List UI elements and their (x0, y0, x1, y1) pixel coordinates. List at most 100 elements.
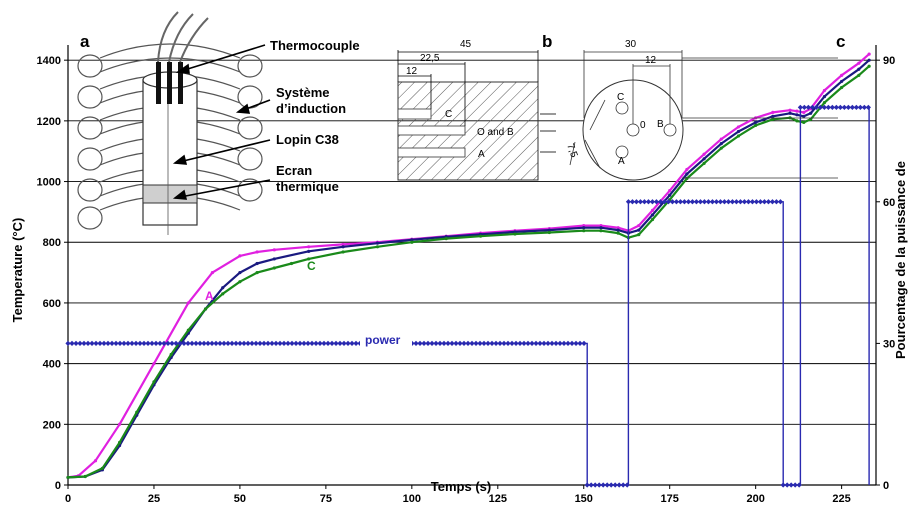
power-marker (437, 340, 443, 346)
y-tick-label: 1000 (37, 177, 61, 189)
power-marker (201, 340, 207, 346)
x-tick-label: 200 (746, 493, 764, 505)
data-point-o (637, 228, 641, 232)
power-marker (413, 340, 419, 346)
power-marker (624, 482, 630, 488)
data-point-c (840, 85, 844, 90)
data-point-c (795, 119, 799, 123)
power-marker (845, 104, 851, 110)
power-marker (693, 199, 700, 205)
power-marker (809, 104, 815, 110)
data-point-a (685, 167, 689, 172)
power-marker (765, 199, 772, 205)
y2-tick-label: 0 (883, 480, 889, 492)
power-marker (77, 340, 83, 346)
data-point-c (685, 176, 689, 181)
power-marker (545, 340, 551, 346)
y2-tick-label: 60 (883, 197, 895, 209)
power-marker (177, 340, 183, 346)
power-marker (561, 340, 567, 346)
power-marker (641, 199, 648, 205)
power-marker (345, 340, 351, 346)
power-marker (653, 199, 660, 205)
data-point-c (736, 134, 741, 138)
data-point-c (169, 352, 173, 357)
power-marker (205, 340, 211, 346)
series-label-c: C (307, 259, 316, 273)
power-marker (661, 199, 668, 205)
power-marker (604, 482, 610, 488)
power-marker (685, 199, 692, 205)
power-marker (573, 340, 579, 346)
power-marker (529, 340, 535, 346)
data-point-o (788, 111, 792, 115)
data-point-a (795, 109, 799, 113)
y2-axis-label: Pourcentage de la puissance de (893, 161, 908, 359)
data-point-a (637, 223, 641, 228)
data-point-o (719, 142, 723, 146)
label-induction: d’induction (276, 101, 346, 116)
power-marker (341, 340, 347, 346)
power-marker (849, 104, 855, 110)
power-marker (165, 340, 171, 346)
power-marker (173, 340, 179, 346)
power-marker (557, 340, 563, 346)
dim-7-5: 7,5 (564, 142, 579, 159)
power-marker (533, 340, 539, 346)
power-marker (453, 340, 459, 346)
data-point-c (117, 440, 122, 445)
power-marker (137, 340, 143, 346)
power-marker (125, 340, 131, 346)
power-marker (721, 199, 728, 205)
power-marker (733, 199, 740, 205)
power-marker (677, 199, 684, 205)
data-point-c (771, 117, 775, 121)
power-marker (157, 340, 163, 346)
y-tick-label: 0 (55, 480, 61, 492)
power-marker (145, 340, 151, 346)
x-tick-label: 150 (575, 493, 593, 505)
power-label: power (365, 333, 401, 347)
power-marker (101, 340, 107, 346)
data-point-c (702, 161, 706, 165)
point-ob-label: O and B (477, 127, 514, 138)
power-marker (637, 199, 644, 205)
power-marker (269, 340, 275, 346)
y-tick-label: 600 (43, 298, 61, 310)
power-marker (445, 340, 451, 346)
power-marker (93, 340, 99, 346)
power-marker (737, 199, 744, 205)
data-point-o (582, 226, 586, 230)
power-marker (417, 340, 423, 346)
power-marker (69, 340, 75, 346)
power-marker (713, 199, 720, 205)
power-marker (681, 199, 688, 205)
data-point-a (238, 254, 242, 258)
data-point-a (117, 422, 122, 426)
y-tick-labels: 0 200 400 600 800 1000 1200 1400 (37, 55, 68, 492)
power-marker (253, 340, 259, 346)
power-marker (217, 340, 223, 346)
power-marker (773, 199, 780, 205)
power-marker (608, 482, 614, 488)
data-point-c (135, 410, 139, 414)
data-point-a (867, 52, 871, 56)
power-marker (729, 199, 736, 205)
data-point-c (478, 234, 483, 238)
x-tick-label: 50 (234, 493, 246, 505)
power-marker (616, 482, 622, 488)
power-marker (717, 199, 724, 205)
power-marker (229, 340, 235, 346)
data-point-o (307, 249, 311, 253)
point-a-label-c: A (618, 156, 625, 167)
inset-c-cross-section: c 30 12 7,5 C 0 B A (564, 32, 845, 181)
power-marker (753, 199, 760, 205)
data-point-o (736, 129, 741, 134)
data-point-c (637, 233, 641, 237)
data-point-o (702, 157, 706, 161)
y-axis-label: Temperature (°C) (10, 218, 25, 323)
power-marker (861, 104, 867, 110)
y2-tick-label: 90 (883, 55, 895, 67)
power-marker (245, 340, 251, 346)
